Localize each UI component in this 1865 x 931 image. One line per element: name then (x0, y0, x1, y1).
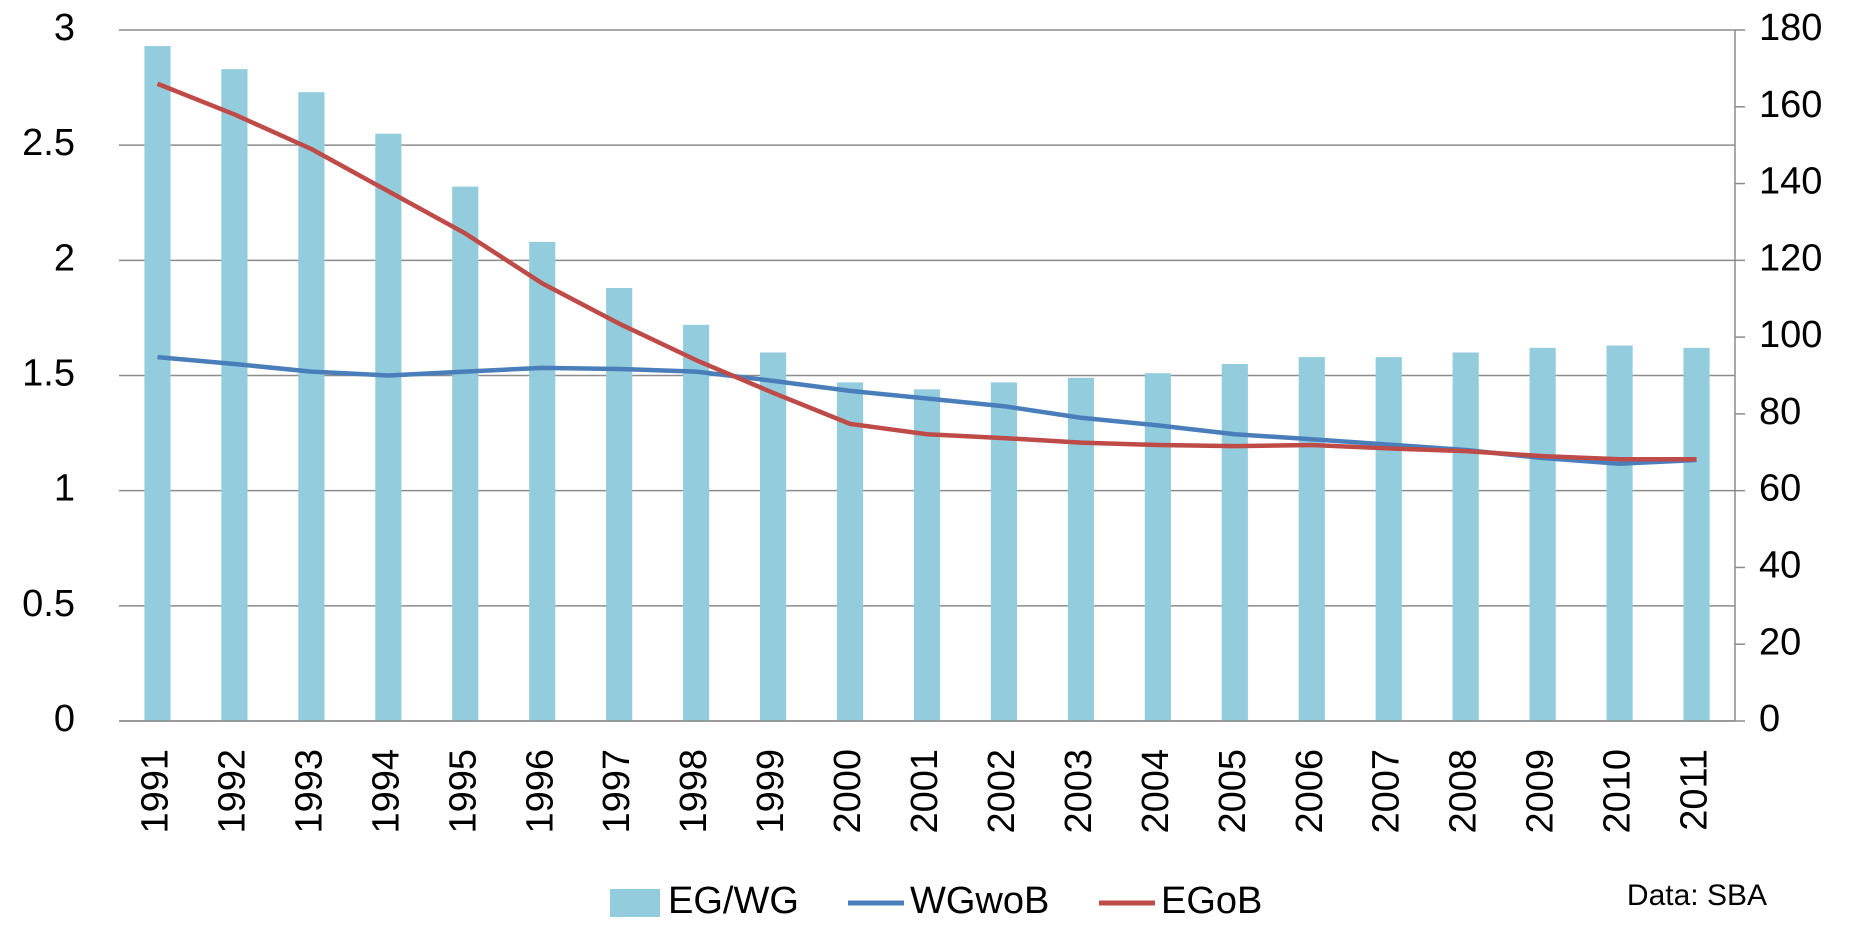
bar (1067, 377, 1094, 721)
bar (760, 352, 787, 721)
x-tick-label: 1992 (211, 749, 253, 834)
bar (1683, 347, 1710, 721)
x-tick-label: 1999 (750, 749, 792, 834)
x-tick-label: 2008 (1443, 749, 1485, 834)
x-tick-label: 1991 (135, 749, 177, 834)
y2-tick-label: 180 (1759, 7, 1822, 49)
x-tick-label: 2000 (827, 749, 869, 834)
y2-tick-label: 20 (1759, 621, 1801, 663)
bar (1144, 373, 1171, 721)
y2-tick-label: 160 (1759, 84, 1822, 126)
x-tick-label: 2002 (981, 749, 1023, 834)
bar (452, 186, 479, 722)
x-tick-label: 1994 (365, 749, 407, 834)
legend-label: EGoB (1161, 880, 1262, 922)
line (156, 81, 1697, 462)
y2-tick-label: 40 (1759, 544, 1801, 586)
x-tick-label: 2009 (1520, 749, 1562, 834)
y-tick-label: 1 (54, 468, 75, 510)
y-tick-label: 2.5 (22, 122, 75, 164)
y2-tick-label: 80 (1759, 391, 1801, 433)
y2-tick-label: 140 (1759, 161, 1822, 203)
x-tick-label: 1997 (596, 749, 638, 834)
legend-swatch (610, 889, 660, 917)
bar (683, 324, 710, 721)
x-tick-label: 2010 (1597, 749, 1639, 834)
y2-tick-label: 100 (1759, 314, 1822, 356)
y2-tick-label: 60 (1759, 468, 1801, 510)
x-tick-label: 2004 (1135, 749, 1177, 834)
bar (836, 382, 864, 721)
bar (298, 92, 325, 721)
x-tick-label: 1993 (288, 749, 330, 834)
y-tick-label: 2 (54, 237, 75, 279)
bar (1298, 357, 1325, 721)
x-tick-label: 2001 (904, 749, 946, 834)
bar (1221, 363, 1248, 721)
x-tick-label: 2005 (1212, 749, 1254, 834)
x-tick-label: 1998 (673, 749, 715, 834)
bar (606, 287, 633, 721)
bar (221, 69, 248, 721)
legend-label: WGwoB (910, 880, 1049, 922)
y-tick-label: 0.5 (22, 583, 75, 625)
y-tick-label: 3 (54, 7, 75, 49)
x-tick-label: 1996 (519, 749, 561, 834)
bar (144, 46, 171, 721)
legend-label: EG/WG (668, 880, 799, 922)
x-tick-label: 1995 (442, 749, 484, 834)
y2-tick-label: 120 (1759, 237, 1822, 279)
y-tick-label: 1.5 (22, 353, 75, 395)
bar (1529, 347, 1556, 721)
bar (990, 382, 1018, 721)
bar (913, 389, 941, 721)
x-tick-label: 2007 (1366, 749, 1408, 834)
bar (375, 133, 402, 721)
x-tick-label: 2003 (1058, 749, 1100, 834)
bar (1452, 352, 1479, 721)
x-tick-label: 2011 (1674, 749, 1716, 831)
y2-tick-label: 0 (1759, 698, 1780, 740)
y-tick-label: 0 (54, 698, 75, 740)
bar (1375, 357, 1402, 721)
x-tick-label: 2006 (1289, 749, 1331, 834)
bar (1606, 345, 1633, 721)
bar (529, 241, 556, 721)
source-note: Data: SBA (1627, 879, 1767, 912)
